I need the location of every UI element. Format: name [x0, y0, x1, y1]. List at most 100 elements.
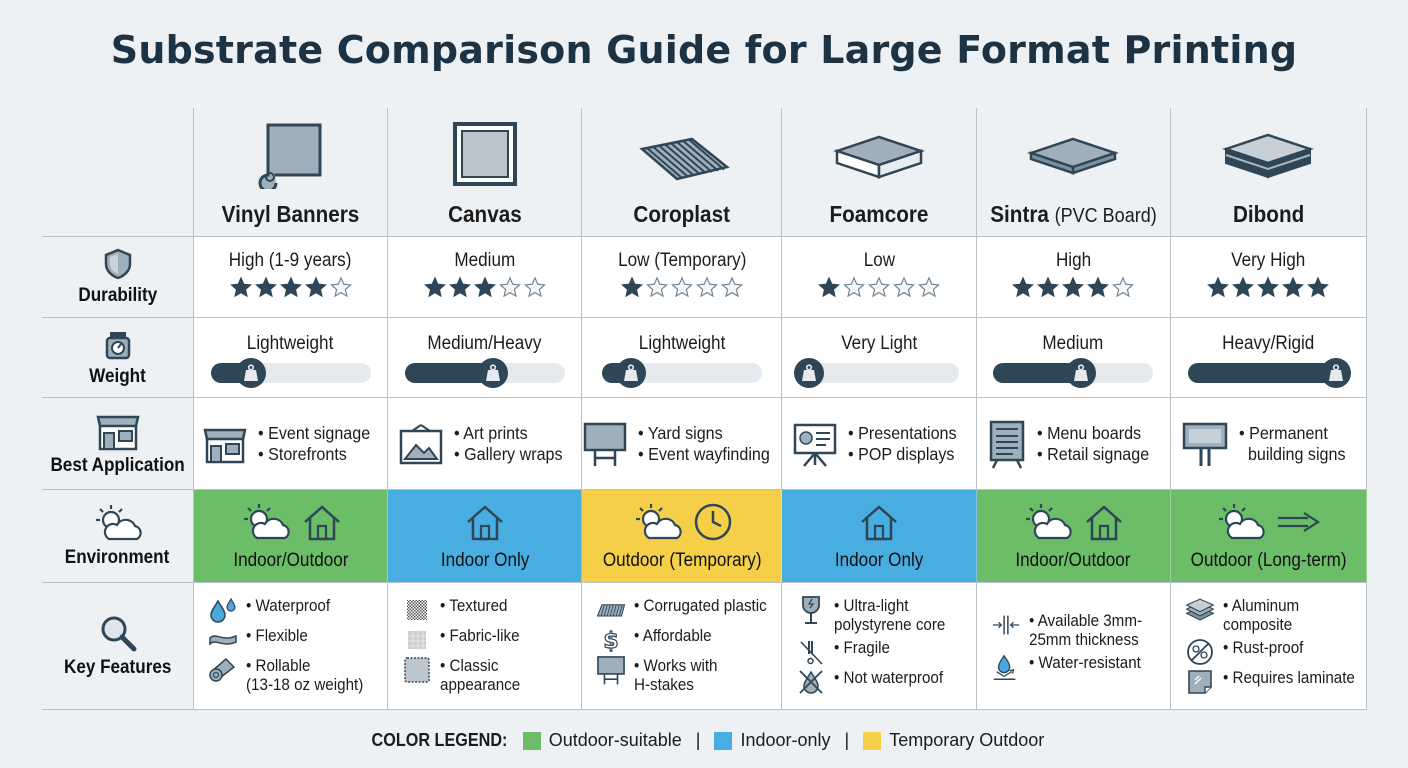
feature-item: • Ultra-light polystyrene core: [796, 596, 955, 635]
star-filled-icon: [817, 276, 841, 304]
feature-item: • Works with H-stakes: [596, 656, 725, 695]
star-empty-icon: [842, 276, 866, 304]
presentation-easel-icon: [792, 421, 838, 467]
feature-text: • Affordable: [634, 627, 712, 645]
row-label-text: Durability: [78, 285, 157, 306]
weight-cell: Medium: [976, 318, 1171, 398]
weight-icon: [235, 357, 266, 388]
environment-cell: Indoor/Outdoor: [194, 490, 389, 583]
house-icon: [1083, 502, 1125, 542]
feature-text: • Rust-proof: [1222, 639, 1304, 657]
no-rust-icon: [1185, 639, 1215, 665]
environment-value: Indoor Only: [834, 550, 924, 571]
sun-cloud-icon: [91, 503, 145, 543]
durability-value: Low (Temporary): [617, 250, 746, 271]
application-item: • Menu boards: [1037, 422, 1142, 443]
feature-item: $ • Affordable: [596, 627, 718, 653]
house-icon: [301, 502, 343, 542]
substrate-name-sub: (PVC Board): [1054, 205, 1157, 227]
substrate-name-main: Canvas: [447, 201, 522, 227]
star-rating: [423, 276, 547, 304]
feature-item: • Aluminum composite: [1185, 597, 1306, 635]
dollar-icon: $: [596, 627, 626, 653]
weight-cell: Lightweight: [194, 318, 389, 398]
durability-cell: High: [976, 237, 1171, 318]
row-label-text: Best Application: [50, 454, 185, 476]
texture-icon: [402, 597, 432, 623]
weight-cell: Very Light: [782, 318, 977, 398]
star-filled-icon: [1036, 276, 1060, 304]
house-icon: [464, 502, 506, 542]
application-list: • Yard signs • Event wayfinding: [638, 423, 781, 465]
environment-cell: Outdoor (Long-term): [1170, 490, 1367, 583]
weight-icon: [615, 357, 646, 388]
row-label-weight: Weight: [42, 318, 194, 398]
durability-cell: Medium: [388, 237, 583, 318]
environment-value: Outdoor (Temporary): [602, 550, 762, 571]
legend-swatch-indoor: [714, 731, 733, 750]
sun-cloud-icon: [631, 502, 685, 542]
features-cell: • Available 3mm- 25mm thickness • Water-r…: [976, 583, 1171, 710]
substrate-name: Foamcore: [830, 201, 929, 228]
clock-icon: [693, 502, 733, 542]
environment-icons: [239, 500, 343, 544]
durability-cell: High (1-9 years): [194, 237, 389, 318]
column-header: Canvas: [388, 108, 583, 237]
roll-icon: [208, 657, 238, 683]
column-header: Sintra (PVC Board): [976, 108, 1171, 237]
sun-cloud-icon: [1021, 502, 1075, 542]
environment-icons: [858, 500, 900, 544]
feature-item: • Waterproof: [208, 597, 337, 623]
weight-icon: [1320, 357, 1351, 388]
star-filled-icon: [1206, 276, 1230, 304]
weight-value: Lightweight: [247, 332, 334, 354]
legend-swatch-temporary: [863, 731, 882, 750]
star-rating: [620, 276, 744, 304]
application-cell: • Event signage • Storefronts: [194, 398, 389, 490]
substrate-name: Vinyl Banners: [222, 201, 360, 228]
feature-text: • Works with H-stakes: [634, 657, 718, 694]
application-item: • Retail signage: [1037, 443, 1150, 464]
feature-item: • Water-resistant: [991, 654, 1151, 680]
sun-cloud-icon: [239, 502, 293, 542]
application-cell: • Presentations • POP displays: [782, 398, 977, 490]
house-icon: [858, 502, 900, 542]
star-rating: [1011, 276, 1135, 304]
layers-icon: [1185, 597, 1215, 623]
star-filled-icon: [620, 276, 644, 304]
star-empty-icon: [917, 276, 941, 304]
thickness-icon: [991, 612, 1021, 638]
row-label-durability: Durability: [42, 237, 194, 318]
feature-item: • Requires laminate: [1185, 669, 1366, 695]
substrate-name-main: Sintra: [989, 201, 1049, 227]
legend-separator: |: [695, 730, 701, 750]
star-empty-icon: [720, 276, 744, 304]
column-header: Vinyl Banners: [194, 108, 389, 237]
feature-text: • Corrugated plastic: [634, 597, 767, 615]
feature-text: • Requires laminate: [1222, 669, 1355, 687]
environment-icons: [1021, 500, 1125, 544]
legend-swatch-outdoor: [522, 731, 541, 750]
fragile-icon: [796, 639, 826, 665]
durability-value: Low: [863, 250, 895, 271]
application-cell: • Art prints • Gallery wraps: [388, 398, 583, 490]
star-filled-icon: [229, 276, 253, 304]
weight-bar: [601, 357, 762, 388]
weight-cell: Heavy/Rigid: [1170, 318, 1367, 398]
durability-value: Very High: [1231, 250, 1306, 271]
star-rating: [229, 276, 353, 304]
legend-title: COLOR LEGEND:: [371, 730, 508, 750]
weight-icon: [793, 357, 824, 388]
application-list: • Permanent building signs: [1239, 423, 1355, 465]
feature-item: • Flexible: [208, 627, 313, 653]
water-drops-icon: [208, 597, 238, 623]
column-header: Dibond: [1170, 108, 1367, 237]
no-water-icon: [796, 669, 826, 695]
yard-sign-icon: [582, 420, 628, 468]
feature-item: • Not waterproof: [796, 669, 953, 695]
corrugated-icon: [596, 597, 626, 623]
application-list: • Event signage • Storefronts: [258, 423, 380, 465]
feature-text: • Flexible: [246, 627, 308, 645]
star-filled-icon: [473, 276, 497, 304]
weight-cell: Lightweight: [582, 318, 783, 398]
